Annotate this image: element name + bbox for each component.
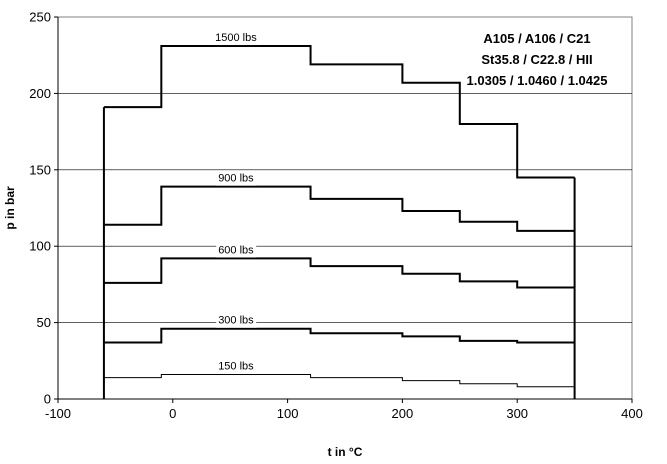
plot-area [57, 16, 633, 400]
series-labels: 1500 lbs 900 lbs 600 lbs 300 lbs 150 lbs [213, 31, 260, 374]
series-900-lbs [103, 185, 575, 232]
series-1500-lbs [103, 45, 575, 179]
series-label-900-lbs: 900 lbs [218, 173, 254, 185]
annotation-line-1: A105 / A106 / C21 [483, 31, 590, 46]
y-axis-label: p in bar [3, 186, 17, 230]
x-tick-label: 100 [277, 406, 299, 421]
annotation-line-2: St35.8 / C22.8 / HII [481, 52, 592, 67]
y-tick-labels: 0 50 100 150 200 250 [29, 10, 51, 407]
x-tick-label: 300 [506, 406, 528, 421]
y-tick-label: 200 [29, 86, 51, 101]
axes [54, 16, 633, 403]
series-label-150-lbs: 150 lbs [218, 361, 254, 373]
series-300-lbs [103, 327, 575, 344]
y-tick-label: 50 [37, 315, 51, 330]
x-axis-label: t in °C [328, 445, 363, 459]
annotation-line-3: 1.0305 / 1.0460 / 1.0425 [467, 73, 608, 88]
x-tick-label: 200 [392, 406, 414, 421]
series-600-lbs [103, 257, 575, 289]
series-label-background [216, 171, 257, 186]
x-tick-label: 0 [169, 406, 176, 421]
y-tick-label: 0 [44, 392, 51, 407]
y-tick-label: 150 [29, 162, 51, 177]
series-150-lbs [103, 374, 575, 388]
series-group [102, 45, 576, 399]
series-label-background [216, 243, 257, 258]
series-label-1500-lbs: 1500 lbs [215, 32, 257, 44]
x-tick-label: -100 [45, 406, 71, 421]
grid [58, 93, 632, 323]
series-label-300-lbs: 300 lbs [218, 315, 254, 327]
series-label-background [216, 359, 257, 374]
y-tick-label: 250 [29, 10, 51, 25]
series-label-600-lbs: 600 lbs [218, 244, 254, 256]
y-tick-label: 100 [29, 239, 51, 254]
series-label-background [216, 313, 257, 328]
x-tick-labels: -100 0 100 200 300 400 [45, 406, 643, 421]
x-tick-label: 400 [621, 406, 643, 421]
series-label-background [213, 31, 260, 46]
